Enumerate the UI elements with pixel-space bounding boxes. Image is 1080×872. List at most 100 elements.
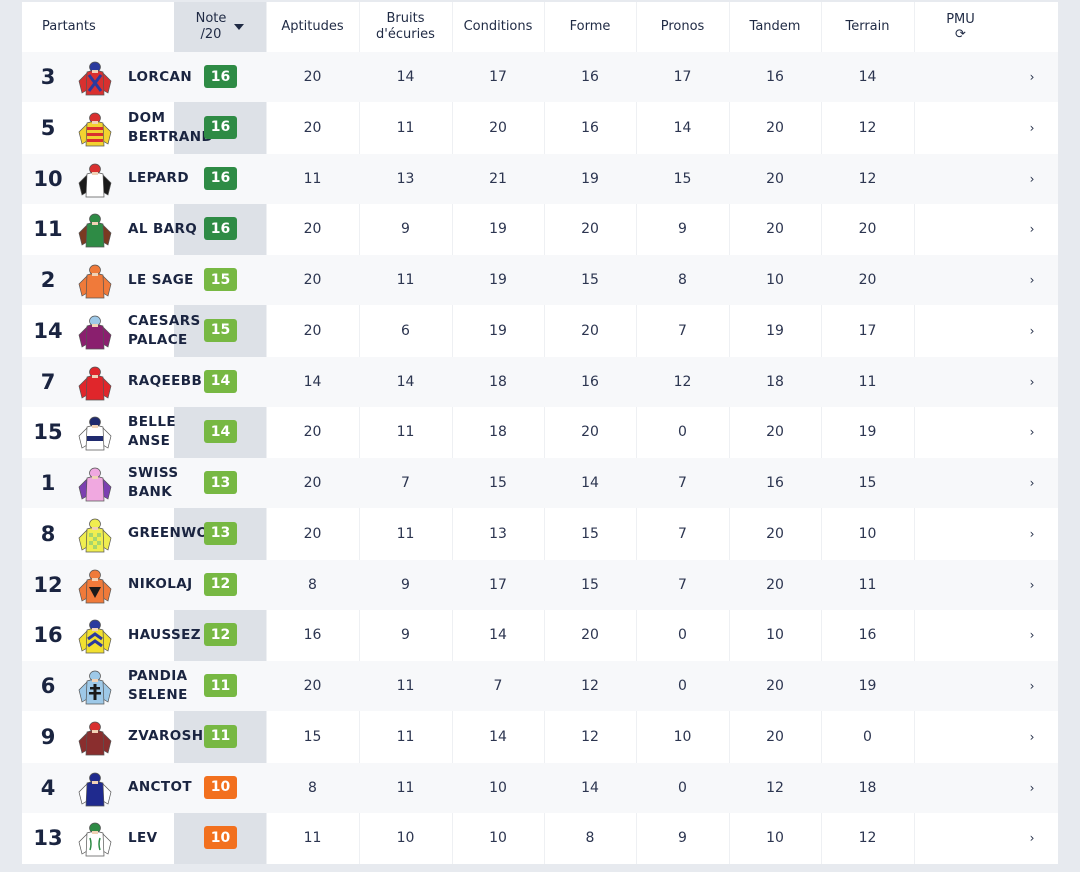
table-row[interactable]: 5 DOM BERTRAND 16 20 11 20 16 14 20 12 › bbox=[22, 103, 1058, 153]
header-conditions-label: Conditions bbox=[463, 19, 533, 34]
chevron-right-icon[interactable]: › bbox=[1029, 374, 1035, 389]
horse-name[interactable]: ANCTOT bbox=[128, 779, 192, 795]
chevron-right-icon[interactable]: › bbox=[1029, 628, 1035, 643]
horse-name[interactable]: LEPARD bbox=[128, 170, 189, 186]
header-terrain[interactable]: Terrain bbox=[821, 2, 914, 52]
chevron-right-icon[interactable]: › bbox=[1029, 526, 1035, 541]
chevron-right-icon[interactable]: › bbox=[1029, 476, 1035, 490]
horse-name[interactable]: LEV bbox=[128, 829, 158, 846]
chevron-right-icon[interactable]: › bbox=[1029, 679, 1035, 693]
chevron-right-icon[interactable]: › bbox=[1029, 323, 1035, 338]
forme-value: 12 bbox=[581, 678, 599, 694]
bruits-value: 13 bbox=[396, 170, 415, 187]
header-aptitudes[interactable]: Aptitudes bbox=[266, 2, 359, 52]
conditions-value: 7 bbox=[493, 678, 503, 694]
horse-name[interactable]: DOM BERTRAND bbox=[128, 109, 214, 145]
chevron-right-icon[interactable]: › bbox=[1029, 425, 1035, 440]
forme-value: 14 bbox=[581, 475, 599, 491]
table-row[interactable]: 4 ANCTOT 10 8 11 10 14 0 12 18 › bbox=[22, 762, 1058, 813]
header-conditions[interactable]: Conditions bbox=[452, 2, 544, 52]
horse-name[interactable]: CAESARS PALACE bbox=[128, 312, 201, 348]
chevron-right-icon[interactable]: › bbox=[1029, 780, 1035, 795]
conditions-value: 17 bbox=[489, 576, 507, 593]
table-row[interactable]: 3 LORCAN 16 20 14 17 16 17 16 14 › bbox=[22, 52, 1058, 102]
header-note-line2: /20 bbox=[200, 27, 222, 42]
table-row[interactable]: 15 BELLE ANSE 14 20 11 18 20 0 20 19 › bbox=[22, 407, 1058, 457]
horse-name[interactable]: PANDIA SELENE bbox=[128, 668, 188, 703]
table-row[interactable]: 12 NIKOLAJ 12 8 9 17 15 7 20 11 › bbox=[22, 559, 1058, 610]
chevron-right-icon[interactable]: › bbox=[1029, 729, 1035, 744]
jockey-silk-icon bbox=[77, 364, 113, 402]
runner-number: 9 bbox=[40, 724, 56, 749]
chevron-right-icon[interactable]: › bbox=[1029, 120, 1035, 135]
table-row[interactable]: 2 LE SAGE 15 20 11 19 15 8 10 20 › bbox=[22, 255, 1058, 305]
horse-name[interactable]: SWISS BANK bbox=[128, 465, 179, 500]
horse-name[interactable]: BELLE ANSE bbox=[128, 414, 176, 450]
aptitudes-value: 20 bbox=[303, 69, 322, 85]
table-row[interactable]: 8 GREENWO 13 20 11 13 15 7 20 10 › bbox=[22, 509, 1058, 559]
table-row[interactable]: 7 RAQEEBB 14 14 14 18 16 12 18 11 › bbox=[22, 356, 1058, 407]
header-bruits[interactable]: Bruits d'écuries bbox=[359, 2, 452, 52]
chevron-right-icon[interactable]: › bbox=[1029, 70, 1035, 84]
header-pmu-label: PMU ⟳ bbox=[946, 12, 975, 42]
header-forme[interactable]: Forme bbox=[544, 2, 636, 52]
refresh-icon[interactable]: ⟳ bbox=[955, 27, 966, 42]
conditions-value: 10 bbox=[489, 830, 507, 847]
header-bruits-label: Bruits d'écuries bbox=[376, 11, 435, 43]
horse-name[interactable]: AL BARQ bbox=[128, 220, 198, 237]
chevron-right-icon[interactable]: › bbox=[1029, 222, 1035, 237]
horse-name[interactable]: LE SAGE bbox=[128, 271, 194, 288]
conditions-value: 14 bbox=[489, 627, 507, 644]
header-pronos[interactable]: Pronos bbox=[636, 2, 729, 52]
chevron-right-icon[interactable]: › bbox=[1029, 171, 1035, 186]
chevron-right-icon[interactable]: › bbox=[1029, 577, 1035, 592]
tandem-value: 20 bbox=[766, 576, 784, 593]
table-row[interactable]: 11 AL BARQ 16 20 9 19 20 9 20 20 › bbox=[22, 204, 1058, 254]
table-row[interactable]: 13 LEV 10 11 10 10 8 9 10 12 › bbox=[22, 813, 1058, 863]
runner-number: 3 bbox=[40, 65, 56, 89]
bruits-value: 10 bbox=[396, 830, 415, 847]
horse-name[interactable]: NIKOLAJ bbox=[128, 576, 193, 592]
pronos-value: 0 bbox=[678, 424, 687, 441]
row-background bbox=[22, 762, 1058, 813]
header-note-sort[interactable]: Note /20 bbox=[174, 2, 266, 52]
table-row[interactable]: 10 LEPARD 16 11 13 21 19 15 20 12 › bbox=[22, 153, 1058, 204]
column-divider bbox=[729, 2, 730, 864]
header-partants[interactable]: Partants bbox=[42, 2, 142, 52]
forme-value: 20 bbox=[581, 221, 599, 238]
horse-name[interactable]: GREENWO bbox=[128, 525, 209, 542]
terrain-value: 16 bbox=[858, 627, 877, 644]
horse-name[interactable]: HAUSSEZ bbox=[128, 626, 201, 643]
aptitudes-value: 16 bbox=[303, 627, 322, 644]
jockey-silk-icon bbox=[77, 211, 113, 249]
tandem-value: 10 bbox=[766, 830, 784, 847]
header-pronos-label: Pronos bbox=[660, 19, 705, 34]
horse-name[interactable]: ZVAROSHI bbox=[128, 728, 209, 745]
conditions-value: 14 bbox=[489, 728, 507, 745]
note-badge: 16 bbox=[204, 166, 237, 190]
terrain-value: 12 bbox=[858, 170, 877, 187]
tandem-value: 16 bbox=[766, 69, 784, 85]
column-divider bbox=[636, 2, 637, 864]
horse-name[interactable]: RAQEEBB bbox=[128, 373, 203, 389]
jockey-silk-icon bbox=[77, 262, 113, 300]
table-row[interactable]: 1 SWISS BANK 13 20 7 15 14 7 16 15 › bbox=[22, 458, 1058, 508]
table-row[interactable]: 6 PANDIA SELENE 11 20 11 7 12 0 20 19 › bbox=[22, 661, 1058, 711]
conditions-value: 18 bbox=[489, 373, 507, 390]
table-row[interactable]: 14 CAESARS PALACE 15 20 6 19 20 7 19 17 › bbox=[22, 306, 1058, 356]
bruits-value: 9 bbox=[401, 576, 410, 593]
pronos-value: 14 bbox=[673, 119, 692, 136]
tandem-value: 18 bbox=[766, 373, 784, 390]
aptitudes-value: 15 bbox=[303, 728, 322, 745]
terrain-value: 12 bbox=[858, 119, 877, 136]
chevron-right-icon[interactable]: › bbox=[1029, 273, 1035, 287]
terrain-value: 14 bbox=[858, 69, 877, 85]
header-tandem[interactable]: Tandem bbox=[729, 2, 821, 52]
table-row[interactable]: 9 ZVAROSHI 11 15 11 14 12 10 20 0 › bbox=[22, 712, 1058, 762]
jockey-silk-icon bbox=[77, 820, 113, 858]
chevron-right-icon[interactable]: › bbox=[1029, 831, 1035, 846]
table-row[interactable]: 16 HAUSSEZ 12 16 9 14 20 0 10 16 › bbox=[22, 610, 1058, 660]
bruits-value: 11 bbox=[396, 119, 415, 136]
header-pmu[interactable]: PMU ⟳ bbox=[914, 2, 1007, 52]
horse-name[interactable]: LORCAN bbox=[128, 68, 193, 85]
